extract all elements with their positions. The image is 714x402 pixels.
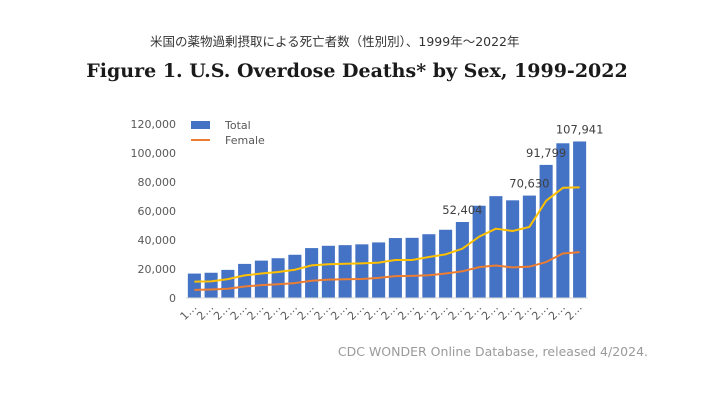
bar-2017 (489, 196, 503, 298)
source-note: CDC WONDER Online Database, released 4/2… (337, 344, 648, 359)
bar-2010 (372, 242, 386, 298)
y-tick-label: 20,000 (138, 263, 177, 276)
bar-2022 (573, 141, 587, 298)
y-axis: 0 20,000 40,000 60,000 80,000 100,000 120,000 (131, 118, 177, 305)
legend-swatch-total (191, 121, 210, 129)
data-labels: 52,404 70,630 91,799 107,941 (442, 122, 603, 217)
bar-2012 (405, 237, 419, 298)
bar-2015 (455, 222, 469, 298)
x-axis: 1…2…2…2…2…2…2…2…2…2…2…2…2…2…2…2…2…2…2…2…… (178, 297, 588, 323)
y-tick-label: 100,000 (131, 147, 177, 160)
bar-2005 (288, 254, 302, 298)
bar-2003 (254, 260, 268, 298)
y-tick-label: 80,000 (138, 176, 177, 189)
bar-series-total (187, 141, 587, 298)
legend-label-female: Female (225, 134, 265, 147)
male-line (194, 186, 580, 283)
japanese-subtitle: 米国の薬物過剰摂取による死亡者数（性別別）、1999年～2022年 (150, 34, 520, 49)
bar-2013 (422, 234, 436, 298)
y-tick-label: 120,000 (131, 118, 177, 131)
bar-2006 (305, 248, 319, 298)
x-tick-label: 2… (563, 301, 585, 323)
bar-2011 (388, 238, 402, 298)
bar-2018 (506, 200, 520, 298)
line-series (194, 186, 580, 291)
bar-2016 (472, 205, 486, 298)
bar-2007 (321, 245, 335, 298)
y-tick-label: 60,000 (138, 205, 177, 218)
bar-2004 (271, 258, 285, 298)
data-label-2015: 52,404 (442, 203, 482, 217)
y-tick-label: 40,000 (138, 234, 177, 247)
y-tick-label: 0 (169, 292, 176, 305)
data-label-2022: 107,941 (556, 122, 604, 136)
bar-2009 (355, 244, 369, 298)
bar-2019 (522, 195, 536, 298)
bar-2008 (338, 245, 352, 298)
chart-title: Figure 1. U.S. Overdose Deaths* by Sex, … (86, 60, 628, 82)
bar-2001 (221, 269, 235, 298)
legend-label-total: Total (224, 119, 251, 132)
bar-1999 (187, 273, 201, 298)
female-line (194, 251, 580, 291)
bar-2002 (238, 263, 252, 298)
bar-2000 (204, 272, 218, 298)
bar-2014 (439, 229, 453, 298)
legend: Total Female (191, 119, 265, 147)
data-label-2019: 70,630 (509, 177, 549, 191)
bar-2021 (556, 143, 570, 298)
data-label-2020: 91,799 (526, 146, 566, 160)
